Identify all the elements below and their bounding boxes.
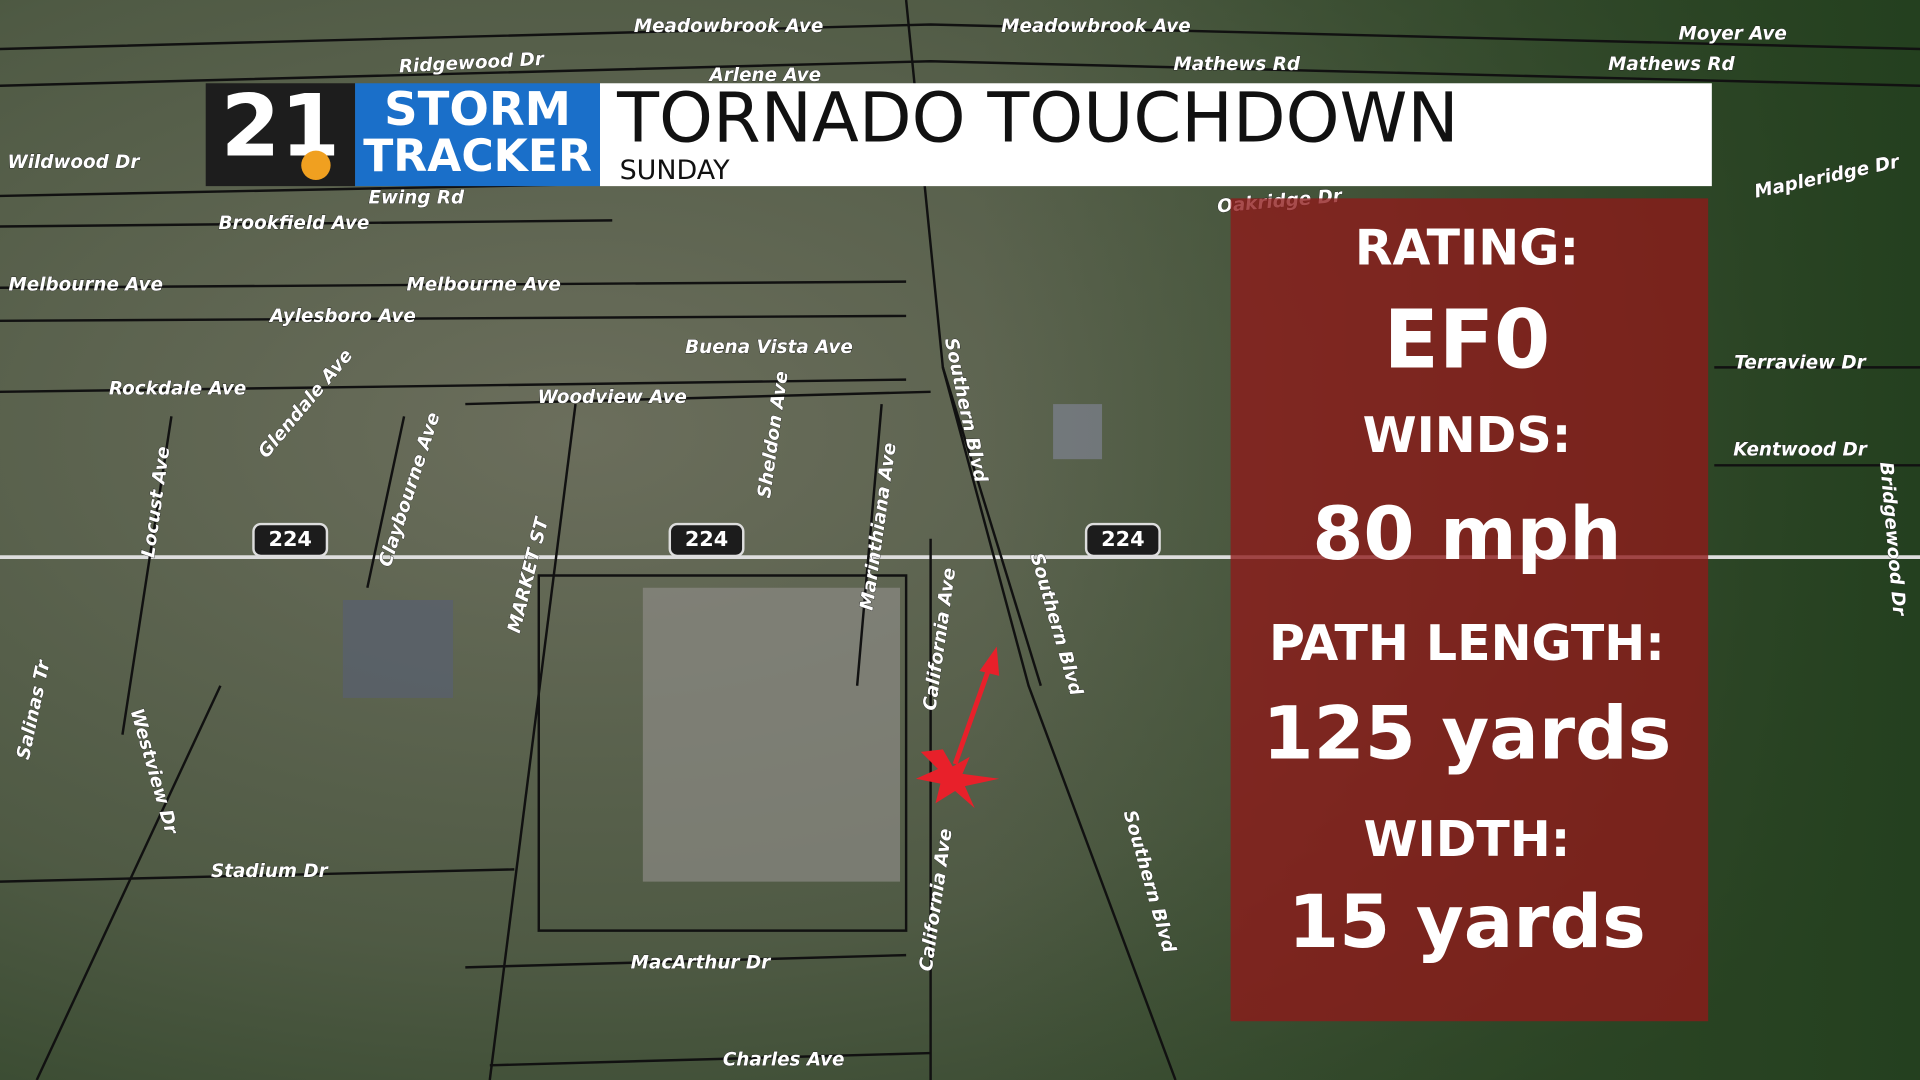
- street-label: Meadowbrook Ave: [634, 16, 823, 37]
- street-label: Brookfield Ave: [218, 213, 369, 234]
- peacock-logo: [301, 150, 331, 180]
- stat-label: RATING:: [1355, 220, 1579, 277]
- tornado-path: [915, 646, 1000, 809]
- title: TORNADO TOUCHDOWN: [616, 78, 1459, 158]
- building: [1053, 404, 1103, 460]
- logo-line: TRACKER: [363, 131, 592, 182]
- path-arrow: [952, 666, 992, 765]
- street-label: Woodview Ave: [538, 387, 687, 408]
- street-label: Arlene Ave: [708, 65, 822, 86]
- logo-line: STORM: [384, 82, 571, 136]
- stat-value: 125 yards: [1263, 691, 1672, 776]
- route-shields: 224 224 224: [252, 522, 1161, 558]
- street-label: Aylesboro Ave: [268, 306, 416, 327]
- touchdown-burst: [915, 749, 1000, 809]
- street-label: Charles Ave: [723, 1049, 845, 1070]
- industrial-area: [642, 587, 900, 882]
- stat-value: 80 mph: [1312, 492, 1621, 577]
- street-label: Melbourne Ave: [406, 274, 560, 295]
- street-label: Meadowbrook Ave: [1001, 16, 1190, 37]
- stats: RATING: EF0 WINDS: 80 mph PATH LENGTH: 125 ya…: [1263, 220, 1672, 965]
- route-number: 224: [1101, 527, 1144, 551]
- logo-box: [355, 83, 600, 187]
- building: [342, 600, 454, 698]
- street-label: Rockdale Ave: [109, 378, 246, 399]
- route-shield: [668, 522, 745, 558]
- route-number: 224: [268, 527, 311, 551]
- stat-value: EF0: [1384, 293, 1551, 387]
- street-label: Wildwood Dr: [7, 152, 140, 173]
- street-label: Mathews Rd: [1173, 54, 1300, 75]
- street-label: Mathews Rd: [1608, 54, 1735, 75]
- street-label: Ewing Rd: [368, 187, 465, 208]
- stat-label: WINDS:: [1363, 407, 1572, 464]
- stats-panel: [1230, 198, 1709, 1022]
- street-label: Moyer Ave: [1678, 23, 1786, 44]
- street-label: Kentwood Dr: [1733, 440, 1867, 461]
- street-label: Buena Vista Ave: [685, 337, 853, 358]
- stat-value: 15 yards: [1288, 880, 1646, 965]
- route-shield: [1084, 522, 1161, 558]
- route-shield: [252, 522, 329, 558]
- stat-label: PATH LENGTH:: [1269, 615, 1665, 672]
- street-label: MacArthur Dr: [631, 953, 771, 974]
- street-label: Stadium Dr: [211, 861, 329, 882]
- route-number: 224: [685, 527, 728, 551]
- logo-back: [205, 83, 356, 187]
- stat-label: WIDTH:: [1364, 811, 1571, 868]
- street-label: Terraview Dr: [1734, 353, 1866, 374]
- title-bar: [600, 83, 1712, 187]
- subtitle: SUNDAY: [620, 155, 731, 186]
- arrow-head: [979, 646, 1000, 676]
- street-label: Melbourne Ave: [8, 274, 162, 295]
